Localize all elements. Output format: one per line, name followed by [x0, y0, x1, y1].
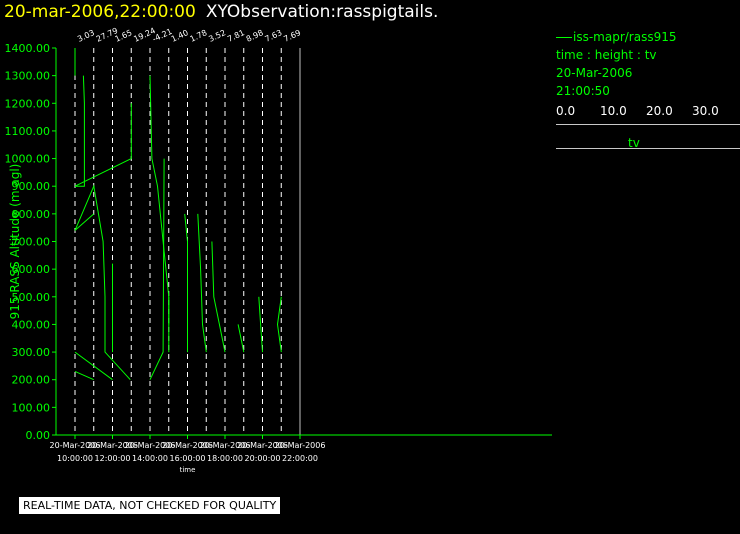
profile-line: [197, 213, 207, 353]
y-tick-label: 1000.00: [5, 153, 51, 166]
profile-line: [211, 241, 226, 353]
x-tick-time: 18:00:00: [207, 454, 243, 463]
profile-value-label: 3.52: [207, 28, 227, 44]
legend-scale-tick: 20.0: [646, 104, 673, 118]
y-tick-label: 1300.00: [5, 70, 51, 83]
y-tick-label: 0.00: [26, 429, 51, 442]
x-tick-time: 22:00:00: [282, 454, 318, 463]
x-tick-date: 20-Mar-2006: [125, 441, 176, 450]
y-axis-label: 915 RASS Altitude (m agl): [8, 164, 22, 320]
legend-scale-tick: 30.0: [692, 104, 719, 118]
legend-series: iss-mapr/rass915: [556, 28, 740, 46]
chart-labels: 3.0327.791.6519.24-4.211.401.783.527.818…: [76, 26, 302, 44]
x-tick-time: 16:00:00: [170, 454, 206, 463]
x-tick-time: 14:00:00: [132, 454, 168, 463]
y-tick-label: 1400.00: [5, 42, 51, 55]
header-title: XYObservation:rasspigtails.: [205, 2, 439, 22]
profile-line: [276, 296, 282, 353]
profile-value-label: 7.69: [282, 28, 302, 44]
profile-value-label: 3.03: [76, 28, 96, 44]
header-date: 20-mar-2006,22:00:00: [4, 2, 196, 22]
chart-header: 20-mar-2006,22:00:00 XYObservation:rasspi…: [4, 2, 438, 22]
profile-line: [74, 184, 131, 381]
profile-line: [149, 75, 170, 353]
profile-line: [237, 324, 245, 353]
chart-profiles: [74, 48, 282, 381]
profile-line: [74, 213, 95, 231]
y-tick-label: 1200.00: [5, 97, 51, 110]
profile-value-label: 8.98: [245, 28, 265, 44]
profile-line: [74, 351, 113, 381]
legend-scale-tick: 10.0: [600, 104, 627, 118]
x-tick-date: 20-Mar-2006: [50, 441, 101, 450]
profile-value-label: 7.81: [226, 28, 246, 44]
quality-note: REAL-TIME DATA, NOT CHECKED FOR QUALITY: [19, 497, 281, 514]
x-tick-time: 20:00:00: [245, 454, 281, 463]
y-tick-label: 600.00: [12, 263, 51, 276]
profile-line: [184, 213, 188, 353]
legend-time: 21:00:50: [556, 84, 610, 98]
x-tick-date: 20-Mar-2006: [162, 441, 213, 450]
profile-line: [149, 158, 165, 380]
profile-line: [74, 370, 95, 381]
y-tick-label: 300.00: [12, 346, 51, 359]
profile-line: [258, 296, 263, 353]
y-tick-label: 500.00: [12, 291, 51, 304]
x-tick-time: 12:00:00: [95, 454, 131, 463]
legend-scale-label: tv: [628, 136, 640, 150]
profile-line: [74, 75, 132, 187]
profile-value-label: 1.40: [170, 28, 190, 44]
legend: iss-mapr/rass915 time : height : tv 20-M…: [556, 28, 740, 150]
legend-scale-tick: 0.0: [556, 104, 576, 118]
y-tick-label: 200.00: [12, 374, 51, 387]
chart-axes: 0.00 100.00 200.00 300.00 400.00 500.00 600.00…: [5, 42, 552, 474]
legend-date: 20-Mar-2006: [556, 66, 633, 80]
legend-scale: 0.0 10.0 20.0 30.0 tv: [556, 104, 740, 150]
legend-scale-rule: [556, 148, 740, 149]
y-tick-label: 400.00: [12, 318, 51, 331]
x-tick-date: 20-Mar-2006: [275, 441, 326, 450]
legend-scale-rule: [556, 124, 740, 125]
y-tick-label: 800.00: [12, 208, 51, 221]
x-tick-time: 10:00:00: [57, 454, 93, 463]
profile-value-label: 7.63: [264, 28, 284, 44]
x-axis-label: time: [180, 466, 196, 474]
profile-value-label: 1.78: [189, 28, 209, 44]
y-tick-label: 700.00: [12, 236, 51, 249]
y-tick-label: 1100.00: [5, 125, 51, 138]
x-tick-date: 20-Mar-2006: [200, 441, 251, 450]
x-tick-date: 20-Mar-2006: [87, 441, 138, 450]
y-tick-label: 900.00: [12, 180, 51, 193]
x-tick-date: 20-Mar-2006: [237, 441, 288, 450]
y-tick-label: 100.00: [12, 401, 51, 414]
legend-description: time : height : tv: [556, 48, 657, 62]
